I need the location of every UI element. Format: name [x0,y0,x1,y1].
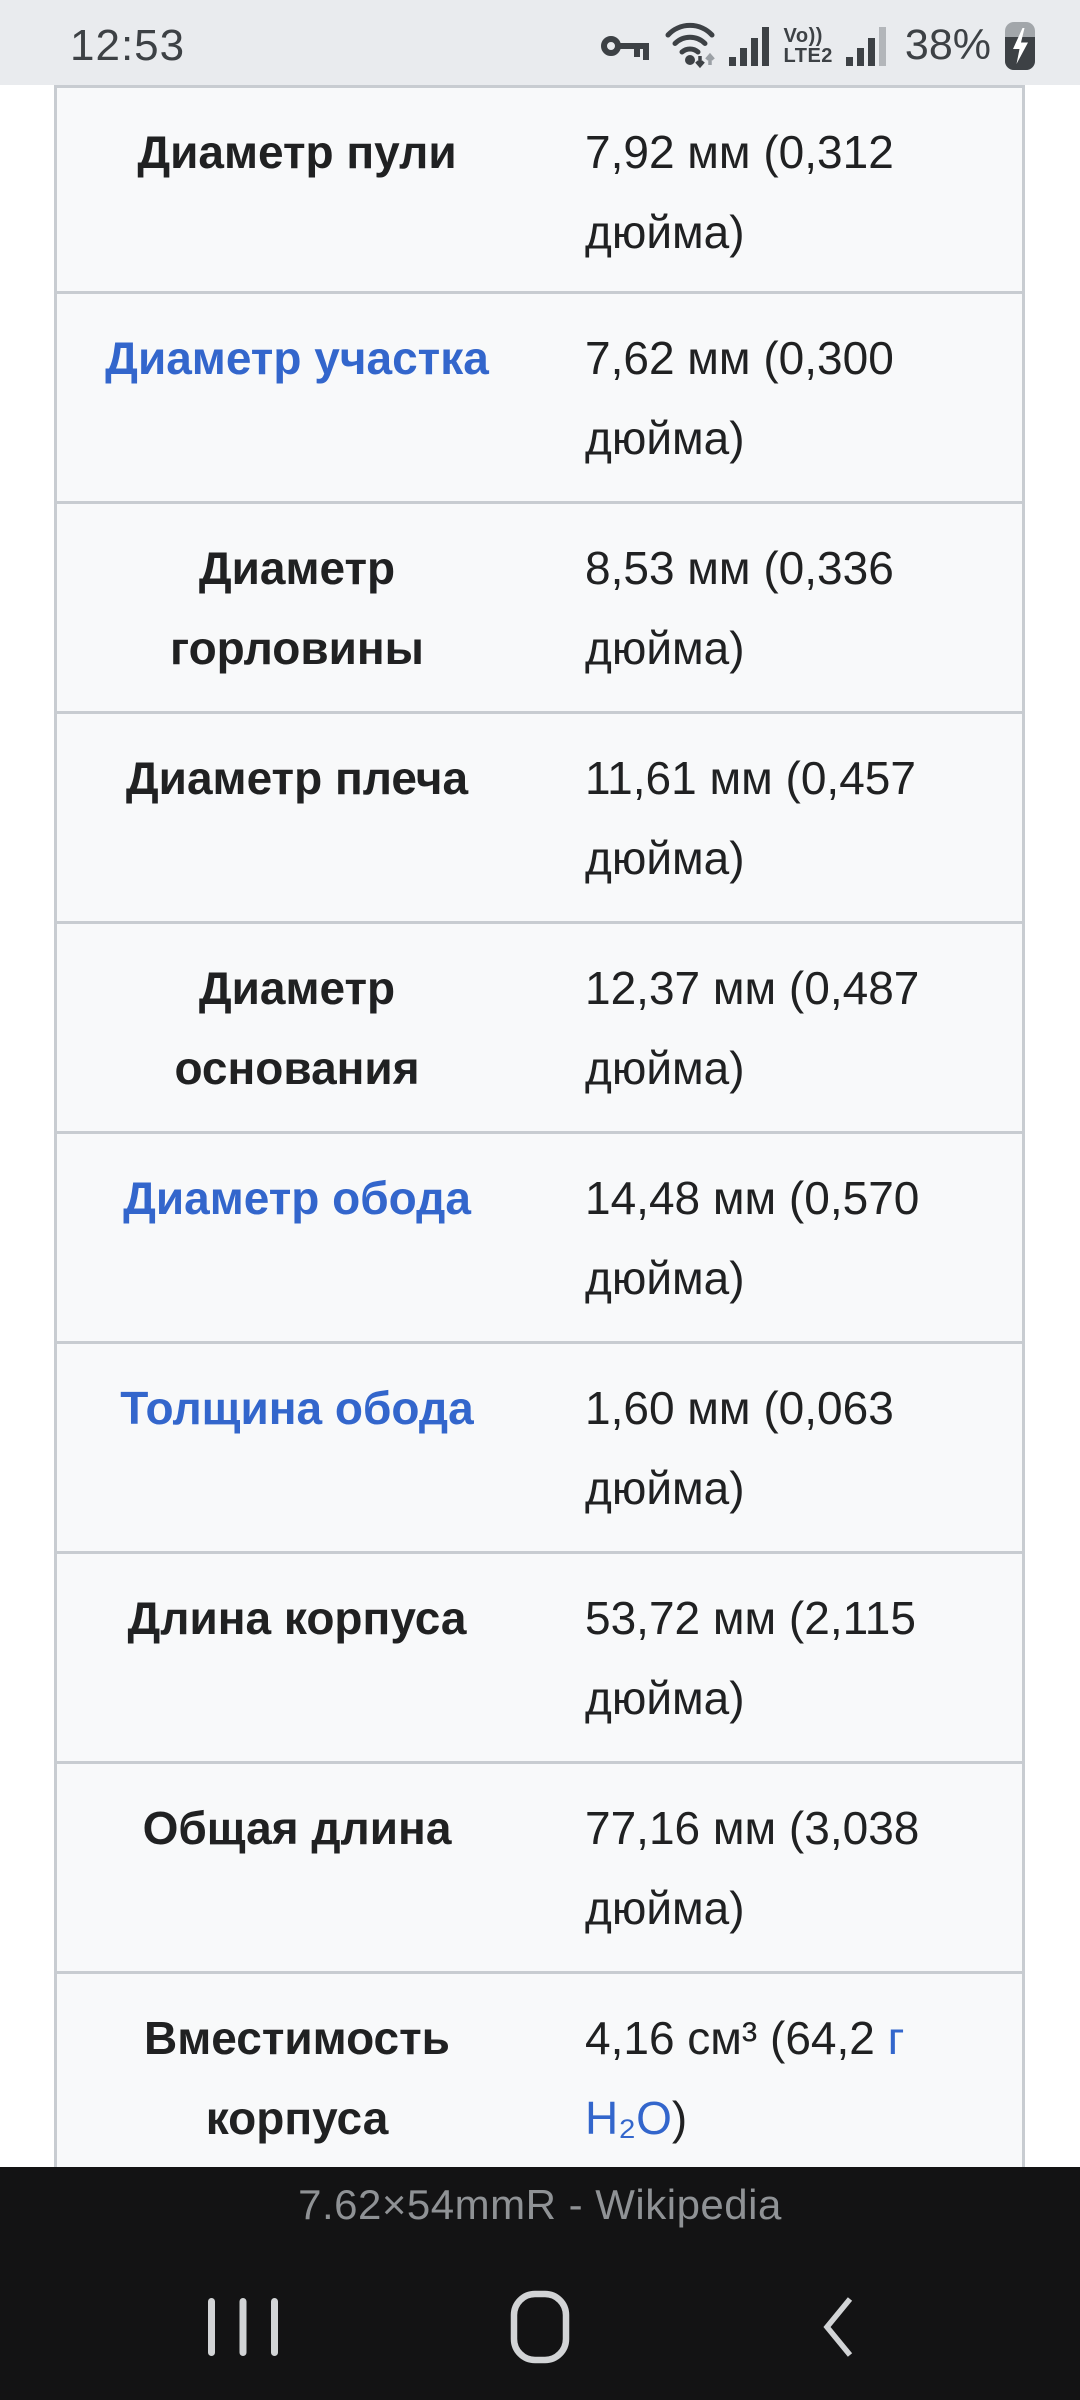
status-bar: 12:53 [0,0,1080,85]
row-value: 53,72 мм (2,115 дюйма) [585,1592,916,1724]
wifi-arrows-icon [665,22,715,68]
infobox-table: Диаметр пули 7,92 мм (0,312 дюйма) Диаме… [54,85,1025,2167]
signal-strength-sim2-icon [845,26,886,66]
row-value: 77,16 мм (3,038 дюйма) [585,1802,920,1934]
recents-button[interactable] [163,2267,323,2387]
label-link[interactable]: Диаметр обода [123,1172,471,1224]
table-row: Диаметр пули 7,92 мм (0,312 дюйма) [57,85,1022,291]
row-value: 14,48 мм (0,570 дюйма) [585,1172,920,1304]
table-row: Диаметр участка 7,62 мм (0,300 дюйма) [57,291,1022,501]
label-link[interactable]: Диаметр участка [105,332,489,384]
status-time: 12:53 [70,20,186,70]
volte-line2: LTE2 [783,44,833,67]
back-icon [823,2297,853,2357]
table-row: Толщина обода 1,60 мм (0,063 дюйма) [57,1341,1022,1551]
table-row: Диаметр плеча 11,61 мм (0,457 дюйма) [57,711,1022,921]
row-value: 8,53 мм (0,336 дюйма) [585,542,894,674]
row-label: Вместимость корпуса [144,2012,450,2144]
vpn-key-icon [600,35,649,60]
table-row: Общая длина 77,16 мм (3,038 дюйма) [57,1761,1022,1971]
home-icon [510,2290,570,2364]
label-link[interactable]: Толщина обода [120,1382,474,1434]
back-button[interactable] [757,2267,917,2387]
row-value: 1,60 мм (0,063 дюйма) [585,1382,894,1514]
row-label: Диаметр основания [174,962,420,1094]
row-label: Диаметр пули [137,126,457,178]
battery-percentage: 38% [904,21,991,69]
row-label: Диаметр плеча [125,752,469,804]
row-label: Диаметр обода [57,1134,537,1341]
recents-icon [208,2298,278,2356]
table-row: Диаметр горловины 8,53 мм (0,336 дюйма) [57,501,1022,711]
row-label: Диаметр участка [57,294,537,501]
battery-charging-icon [1005,21,1035,70]
page-title: 7.62×54mmR - Wikipedia [298,2181,782,2228]
row-value: 12,37 мм (0,487 дюйма) [585,962,920,1094]
row-value: 7,92 мм (0,312 дюйма) [585,126,894,258]
row-value: 11,61 мм (0,457 дюйма) [585,752,916,884]
row-label: Толщина обода [57,1344,537,1551]
row-value: 7,62 мм (0,300 дюйма) [585,332,894,464]
home-button[interactable] [460,2267,620,2387]
navigation-bar [0,2267,1080,2387]
row-label: Общая длина [142,1802,452,1854]
page-content: Диаметр пули 7,92 мм (0,312 дюйма) Диаме… [0,85,1080,2167]
row-label: Диаметр горловины [170,542,424,674]
table-row: Вместимость корпуса 4,16 см³ (64,2 г H₂O… [57,1971,1022,2167]
table-row: Диаметр обода 14,48 мм (0,570 дюйма) [57,1131,1022,1341]
status-icons: Vo)) LTE2 38% [600,21,1037,71]
water-capacity-link[interactable]: г H₂O [585,2012,905,2144]
signal-strength-icon [728,26,769,66]
table-row: Диаметр основания 12,37 мм (0,487 дюйма) [57,921,1022,1131]
table-row: Длина корпуса 53,72 мм (2,115 дюйма) [57,1551,1022,1761]
bottom-bar: 7.62×54mmR - Wikipedia [0,2167,1080,2400]
volte-line1: Vo)) [783,24,823,47]
row-value: 4,16 см³ (64,2 г H₂O) [585,2012,905,2144]
volte-indicator: Vo)) LTE2 [784,26,833,66]
row-label: Длина корпуса [127,1592,467,1644]
